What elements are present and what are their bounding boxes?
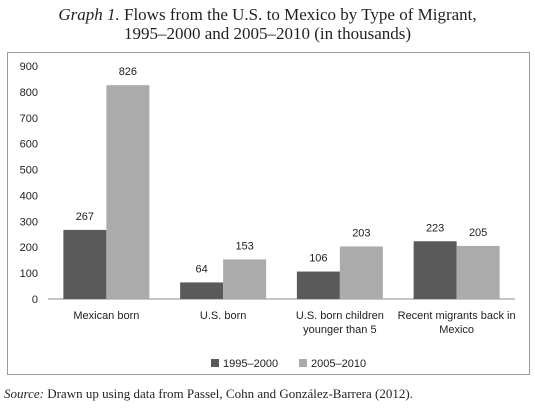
bar-series2 (339, 246, 383, 299)
y-tick-label: 900 (20, 61, 38, 73)
y-tick-label: 100 (20, 268, 38, 280)
category-label: younger than 5 (303, 324, 376, 336)
bar-series1 (63, 229, 107, 299)
data-label: 106 (309, 253, 327, 265)
chart-frame (7, 52, 530, 375)
source-note: Source: Drawn up using data from Passel,… (4, 386, 532, 402)
bar-series1 (180, 282, 224, 299)
data-label: 223 (426, 222, 444, 234)
data-label: 826 (119, 66, 137, 78)
y-tick-label: 200 (20, 242, 38, 254)
data-label: 64 (196, 263, 208, 275)
y-tick-label: 800 (20, 87, 38, 99)
y-tick-label: 400 (20, 190, 38, 202)
chart-title: Graph 1. Flows from the U.S. to Mexico b… (0, 5, 535, 43)
title-text-2: 1995–2000 and 2005–2010 (in thousands) (123, 24, 412, 43)
category-label: Mexico (439, 324, 474, 336)
source-label: Source: (4, 386, 44, 401)
category-label: U.S. born children (296, 310, 384, 322)
data-label: 203 (352, 227, 370, 239)
y-tick-label: 300 (20, 216, 38, 228)
title-line-1: Graph 1. Flows from the U.S. to Mexico b… (0, 5, 535, 24)
y-tick-label: 700 (20, 113, 38, 125)
title-graph-number: Graph 1. (58, 5, 120, 24)
bar-series1 (413, 241, 457, 299)
y-tick-label: 500 (20, 165, 38, 177)
bar-series2 (223, 259, 267, 299)
legend-swatch (211, 359, 219, 367)
y-tick-label: 0 (32, 294, 38, 306)
y-tick-label: 600 (20, 139, 38, 151)
legend-label: 2005–2010 (311, 358, 366, 370)
category-label: U.S. born (200, 310, 246, 322)
data-label: 153 (235, 240, 253, 252)
bar-series1 (296, 271, 340, 299)
bar-series2 (106, 85, 150, 299)
data-label: 267 (76, 211, 94, 223)
legend-label: 1995–2000 (223, 358, 278, 370)
category-label: Mexican born (73, 310, 139, 322)
source-text: Drawn up using data from Passel, Cohn an… (47, 386, 413, 401)
data-label: 205 (469, 227, 487, 239)
category-label: Recent migrants back in (398, 310, 516, 322)
legend-swatch (299, 359, 307, 367)
bar-series2 (456, 245, 500, 299)
title-text-1: Flows from the U.S. to Mexico by Type of… (124, 5, 477, 24)
